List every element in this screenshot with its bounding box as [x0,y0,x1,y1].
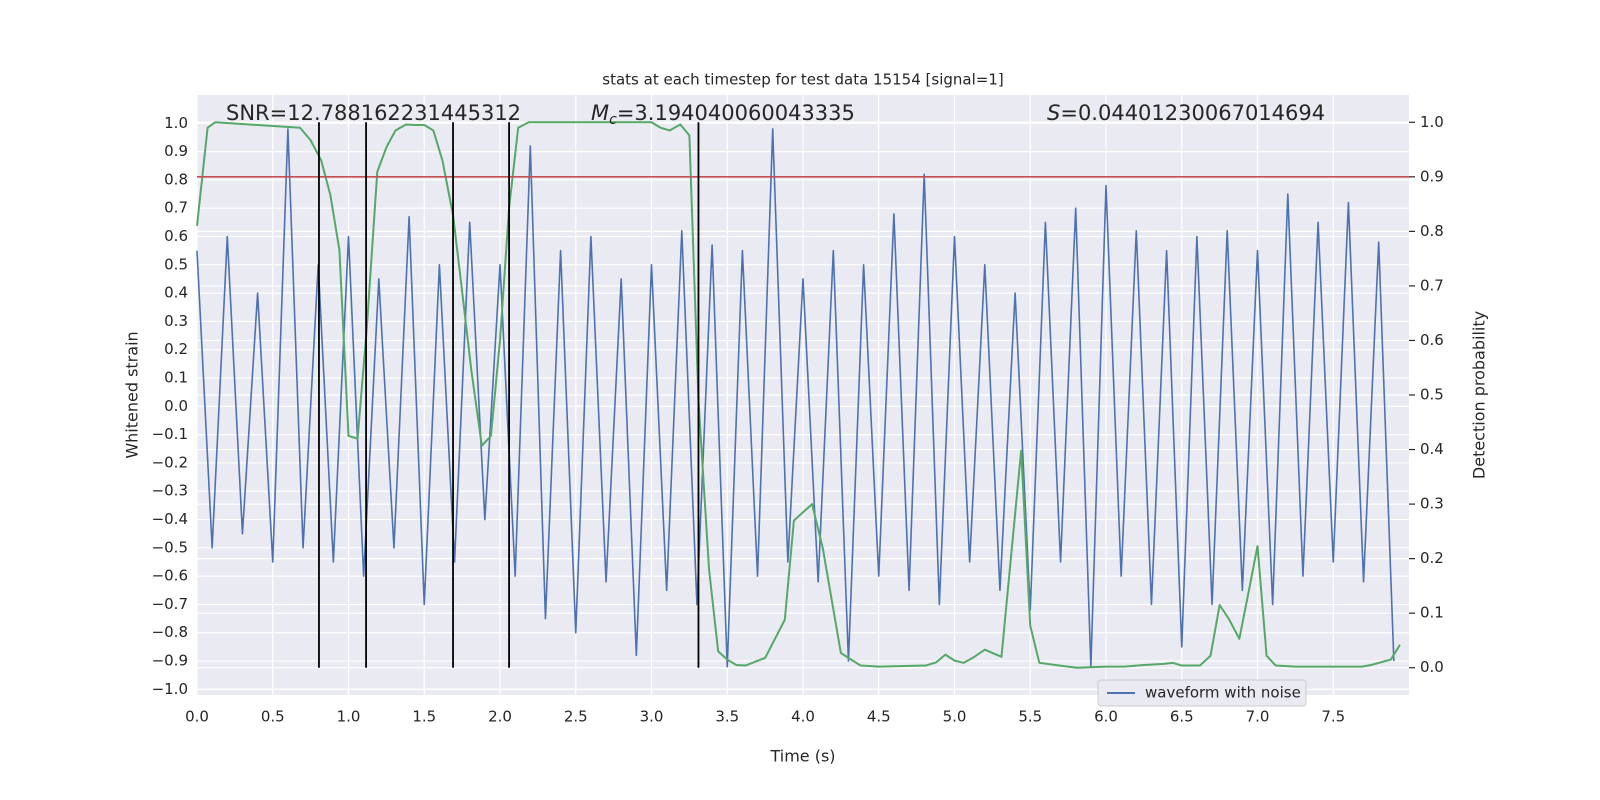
x-tick-label: 5.5 [1018,708,1042,726]
x-tick-label: 0.5 [261,708,285,726]
x-tick-label: 7.0 [1246,708,1270,726]
x-tick-label: 5.0 [943,708,967,726]
y-tick-label: 0.8 [164,170,188,188]
series-line [196,128,1395,668]
annotation: Mc=3.194040060043335 [591,101,855,128]
x-tick-label: 3.0 [640,708,664,726]
annotation: SNR=12.788162231445312 [226,101,521,125]
y-tick-label: 1.0 [164,114,188,132]
y-tick-label: 0.0 [164,397,188,415]
chart-title: stats at each timestep for test data 151… [602,71,1003,89]
y2-tick-label: 0.4 [1420,440,1444,458]
x-axis-label: Time (s) [769,747,835,766]
y-tick-label: −0.9 [152,652,188,670]
y-tick-label: −0.2 [152,453,188,471]
y-tick-label: −0.7 [152,595,188,613]
annotation-symbol: M [591,101,609,125]
y2-tick-label: 0.7 [1420,276,1444,294]
y2-tick-label: 0.8 [1420,222,1444,240]
x-tick-label: 1.0 [337,708,361,726]
x-tick-label: 4.0 [791,708,815,726]
x-tick-label: 6.0 [1094,708,1118,726]
y2-tick-label: 0.1 [1420,604,1444,622]
x-tick-label: 2.5 [564,708,588,726]
x-tick-label: 7.5 [1321,708,1345,726]
y2-tick-label: 1.0 [1420,113,1444,131]
x-tick-label: 1.5 [412,708,436,726]
y-axis-label: Whitened strain [123,331,142,458]
y2-tick-label: 0.5 [1420,386,1444,404]
y-tick-label: −0.3 [152,482,188,500]
y-tick-label: 0.1 [164,369,188,387]
y2-tick-label: 0.6 [1420,331,1444,349]
x-tick-label: 3.5 [715,708,739,726]
y-tick-label: −0.6 [152,567,188,585]
series-line [196,121,1401,669]
y-tick-label: 0.4 [164,284,188,302]
y-tick-label: −1.0 [152,680,188,698]
annotation-text: =3.194040060043335 [617,101,855,125]
x-tick-label: 4.5 [867,708,891,726]
y-tick-label: −0.1 [152,425,188,443]
annotation-symbol: S [1047,101,1060,125]
y-tick-label: −0.4 [152,510,188,528]
y2-tick-label: 0.2 [1420,549,1444,567]
y-tick-label: 0.9 [164,142,188,160]
annotation: S=0.04401230067014694 [1047,101,1325,125]
annotation-text: =0.04401230067014694 [1060,101,1325,125]
y-tick-label: −0.8 [152,623,188,641]
y2-tick-label: 0.0 [1420,658,1444,676]
y-tick-label: 0.3 [164,312,188,330]
legend-label: waveform with noise [1145,684,1301,702]
x-tick-label: 0.0 [185,708,209,726]
x-tick-label: 6.5 [1170,708,1194,726]
annotation-subscript: c [609,112,617,128]
y-tick-label: 0.7 [164,199,188,217]
y-tick-label: 0.5 [164,255,188,273]
y-tick-label: −0.5 [152,538,188,556]
y-tick-label: 0.6 [164,227,188,245]
annotation-text: SNR=12.788162231445312 [226,101,521,125]
y2-tick-label: 0.3 [1420,495,1444,513]
x-tick-label: 2.0 [488,708,512,726]
y2-tick-label: 0.9 [1420,167,1444,185]
legend-box [1097,679,1307,707]
y2-axis-label: Detection probability [1470,311,1489,479]
y-tick-label: 0.2 [164,340,188,358]
